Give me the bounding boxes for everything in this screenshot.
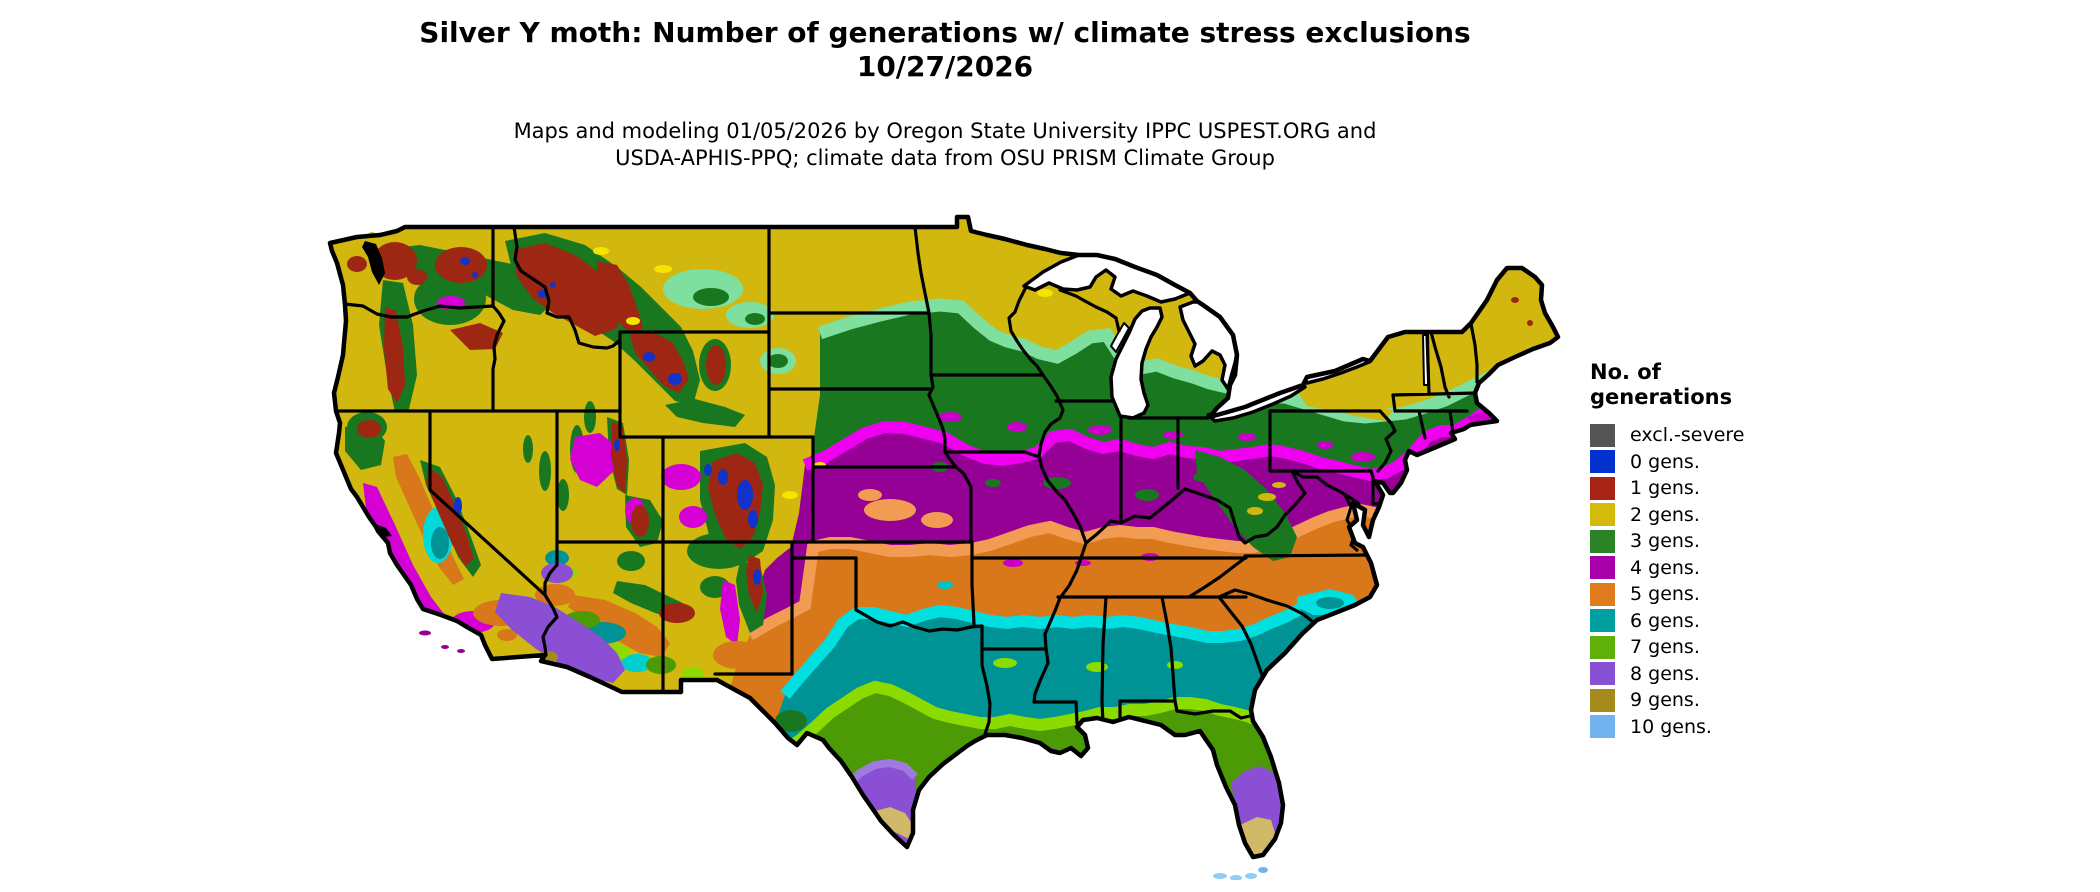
figure-subtitle: Maps and modeling 01/05/2026 by Oregon S… (0, 118, 1890, 172)
legend-swatch (1590, 529, 1615, 553)
legend-swatch (1590, 450, 1615, 474)
legend-item: 0 gens. (1590, 449, 1850, 476)
legend-item: 3 gens. (1590, 528, 1850, 555)
legend-swatch (1590, 503, 1615, 527)
puget-sound (362, 241, 385, 285)
map-legend: No. of generations excl.-severe 0 gens. 1 … (1590, 360, 1850, 740)
legend-swatch (1590, 662, 1615, 686)
san-francisco-bay (375, 524, 392, 537)
map-raster-layers (330, 217, 1558, 857)
legend-label: excl.-severe (1630, 424, 1745, 447)
legend-label: 0 gens. (1630, 450, 1700, 473)
legend-label: 4 gens. (1630, 556, 1700, 579)
us-map-svg (245, 165, 1565, 881)
legend-swatch (1590, 476, 1615, 500)
legend-label: 10 gens. (1630, 715, 1712, 738)
legend-item: 8 gens. (1590, 661, 1850, 688)
legend-item: 10 gens. (1590, 714, 1850, 741)
legend-label: 6 gens. (1630, 609, 1700, 632)
legend-label: 9 gens. (1630, 689, 1700, 712)
legend-label: 5 gens. (1630, 583, 1700, 606)
us-generations-map (245, 165, 1565, 881)
legend-swatch (1590, 556, 1615, 580)
legend-item: 6 gens. (1590, 608, 1850, 635)
legend-label: 7 gens. (1630, 636, 1700, 659)
legend-label: 2 gens. (1630, 503, 1700, 526)
subtitle-line-2: USDA-APHIS-PPQ; climate data from OSU PR… (615, 146, 1275, 170)
title-line-2: 10/27/2026 (856, 50, 1034, 83)
legend-label: 1 gens. (1630, 477, 1700, 500)
legend-item: 9 gens. (1590, 687, 1850, 714)
legend-item: 4 gens. (1590, 555, 1850, 582)
legend-title-line-2: generations (1590, 385, 1733, 409)
legend-item: 2 gens. (1590, 502, 1850, 529)
legend-items: excl.-severe 0 gens. 1 gens. 2 gens. 3 gens.… (1590, 422, 1850, 740)
legend-label: 3 gens. (1630, 530, 1700, 553)
legend-swatch (1590, 609, 1615, 633)
figure-title: Silver Y moth: Number of generations w/ … (0, 16, 1890, 84)
subtitle-line-1: Maps and modeling 01/05/2026 by Oregon S… (513, 119, 1377, 143)
title-line-1: Silver Y moth: Number of generations w/ … (419, 16, 1471, 49)
legend-item: 5 gens. (1590, 581, 1850, 608)
legend-swatch (1590, 635, 1615, 659)
legend-swatch (1590, 715, 1615, 739)
legend-item: 1 gens. (1590, 475, 1850, 502)
legend-item: 7 gens. (1590, 634, 1850, 661)
legend-swatch (1590, 688, 1615, 712)
legend-swatch (1590, 423, 1615, 447)
state-borders (334, 225, 1479, 736)
florida-keys (1213, 867, 1268, 881)
legend-item: excl.-severe (1590, 422, 1850, 449)
legend-label: 8 gens. (1630, 662, 1700, 685)
legend-title: No. of generations (1590, 360, 1850, 410)
legend-title-line-1: No. of (1590, 360, 1661, 384)
legend-swatch (1590, 582, 1615, 606)
